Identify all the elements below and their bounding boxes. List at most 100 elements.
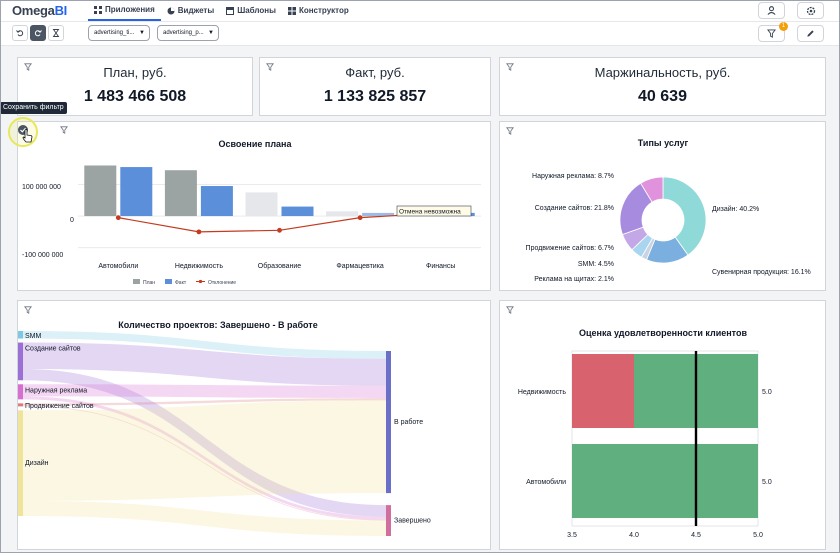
sankey-node-label: SMM — [25, 333, 42, 340]
pie-label: Наружная реклама: 8.7% — [532, 173, 614, 180]
undo-button[interactable] — [12, 25, 28, 41]
filter-icon[interactable] — [24, 306, 32, 314]
sankey-node-label: В работе — [394, 418, 423, 426]
kpi-card-margin: Маржинальность, руб. 40 639 — [499, 57, 826, 116]
pie-icon — [167, 7, 175, 14]
plan-chart-card: Освоение плана Автомобили Недвижимость Обр… — [17, 121, 491, 291]
kpi-card-fact: Факт, руб. 1 133 825 857 — [259, 57, 491, 116]
sankey-link — [23, 398, 386, 406]
kpi-label: Маржинальность, руб. — [594, 65, 731, 80]
sankey-link — [23, 500, 386, 536]
bar-fact — [120, 167, 153, 217]
x-tick-label: Образование — [258, 262, 301, 270]
projects-sankey-chart: Количество проектов: Завершено - В работ… — [18, 320, 431, 536]
bar-fact — [200, 186, 233, 217]
x-tick-label: Финансы — [426, 263, 455, 270]
dashboard-toolbar: advertising_ti... ▼ advertising_p... ▼ 1 — [0, 22, 840, 46]
sankey-node — [386, 505, 391, 536]
pie-label: Продвижение сайтов: 6.7% — [526, 244, 614, 252]
sankey-node — [18, 331, 23, 339]
plan-chart: Освоение плана Автомобили Недвижимость Обр… — [22, 139, 481, 286]
annotation-box — [396, 205, 472, 217]
kpi-label: Факт, руб. — [345, 65, 405, 80]
category-label: Недвижимость — [518, 389, 567, 396]
chevron-down-icon: ▼ — [208, 30, 214, 36]
user-icon — [767, 6, 776, 15]
sankey-node-label: Продвижение сайтов — [25, 402, 94, 410]
sankey-link — [23, 342, 386, 386]
settings-button[interactable] — [797, 2, 824, 19]
services-pie-card: Типы услуг Дизайн: 40.2% Сувенирная проду… — [499, 121, 826, 291]
chart-legend: План Факт Отклонение — [133, 279, 236, 286]
deviation-point — [196, 229, 202, 235]
top-bar: OmegaBI Приложения Виджеты Шаблоны Конст… — [0, 0, 840, 22]
x-tick-label: 4.0 — [629, 532, 639, 539]
x-tick-label: 4.5 — [691, 532, 701, 539]
chart-title: Типы услуг — [638, 138, 689, 148]
kpi-card-plan: План, руб. 1 483 466 508 — [17, 57, 253, 116]
dataset-dropdown-1[interactable]: advertising_ti... ▼ — [88, 25, 150, 41]
sankey-node-label: Наружная реклама — [25, 387, 87, 394]
pie-label: Создание сайтов: 21.8% — [535, 204, 614, 212]
filter-icon[interactable] — [506, 63, 514, 71]
nav-applications[interactable]: Приложения — [88, 0, 161, 21]
x-tick-label: Недвижимость — [175, 263, 224, 270]
undo-icon — [16, 30, 24, 37]
chart-title: Оценка удовлетворенности клиентов — [579, 328, 747, 338]
legend-label: Отклонение — [208, 280, 236, 286]
category-label: Автомобили — [526, 478, 566, 486]
sankey-link — [23, 331, 386, 359]
app-logo[interactable]: OmegaBI — [12, 3, 67, 18]
deviation-point — [115, 215, 121, 221]
pencil-icon — [807, 30, 814, 37]
deviation-point — [357, 215, 363, 221]
edit-button[interactable] — [797, 25, 824, 42]
y-tick-label: 0 — [70, 217, 74, 224]
filter-icon[interactable] — [266, 63, 274, 71]
sankey-node — [18, 403, 23, 407]
filter-button[interactable]: 1 — [758, 22, 788, 42]
user-button[interactable] — [758, 2, 785, 19]
filter-icon[interactable] — [24, 63, 32, 71]
dataset-dropdown-2[interactable]: advertising_p... ▼ — [157, 25, 219, 41]
sankey-node — [386, 351, 391, 494]
legend-label: План — [143, 280, 155, 286]
sankey-link — [23, 405, 386, 521]
clear-filter-button[interactable] — [48, 25, 64, 41]
hourglass-icon — [52, 29, 60, 37]
redo-icon — [34, 30, 42, 37]
bar-fact — [362, 212, 395, 217]
nav-templates[interactable]: Шаблоны — [220, 0, 282, 21]
pie-label: Сувенирная продукция: 16.1% — [712, 269, 811, 276]
chevron-down-icon: ▼ — [139, 30, 145, 36]
redo-button[interactable] — [30, 25, 46, 41]
puzzle-icon — [287, 6, 296, 15]
nav-constructor[interactable]: Конструктор — [282, 0, 355, 21]
x-tick-label: 3.5 — [567, 532, 577, 539]
filter-icon[interactable] — [506, 306, 514, 314]
bar-plan — [245, 192, 278, 217]
legend-swatch — [165, 279, 172, 284]
legend-label: Факт — [175, 280, 187, 286]
bar-plan — [84, 165, 117, 217]
sankey-node-label: Завершено — [394, 518, 431, 525]
legend-swatch — [133, 279, 140, 284]
main-nav: Приложения Виджеты Шаблоны Конструктор — [88, 0, 355, 21]
template-icon — [226, 6, 235, 15]
grid-icon — [94, 5, 102, 14]
sankey-link — [23, 384, 386, 399]
satisfaction-card: Оценка удовлетворенности клиентов 4.0 5.0… — [499, 300, 826, 550]
undo-redo-group — [12, 25, 66, 41]
bullet-segment — [572, 444, 758, 518]
filter-icon[interactable] — [506, 127, 514, 135]
kpi-value: 40 639 — [638, 88, 687, 105]
gear-icon — [806, 6, 815, 15]
sankey-link — [23, 368, 386, 517]
bar-plan — [164, 170, 197, 217]
notification-badge: 1 — [779, 22, 788, 31]
cursor-highlight — [8, 117, 38, 147]
nav-widgets[interactable]: Виджеты — [161, 0, 220, 21]
filter-icon[interactable] — [60, 126, 68, 134]
kpi-label: План, руб. — [103, 65, 167, 80]
bar-fact — [281, 206, 314, 217]
